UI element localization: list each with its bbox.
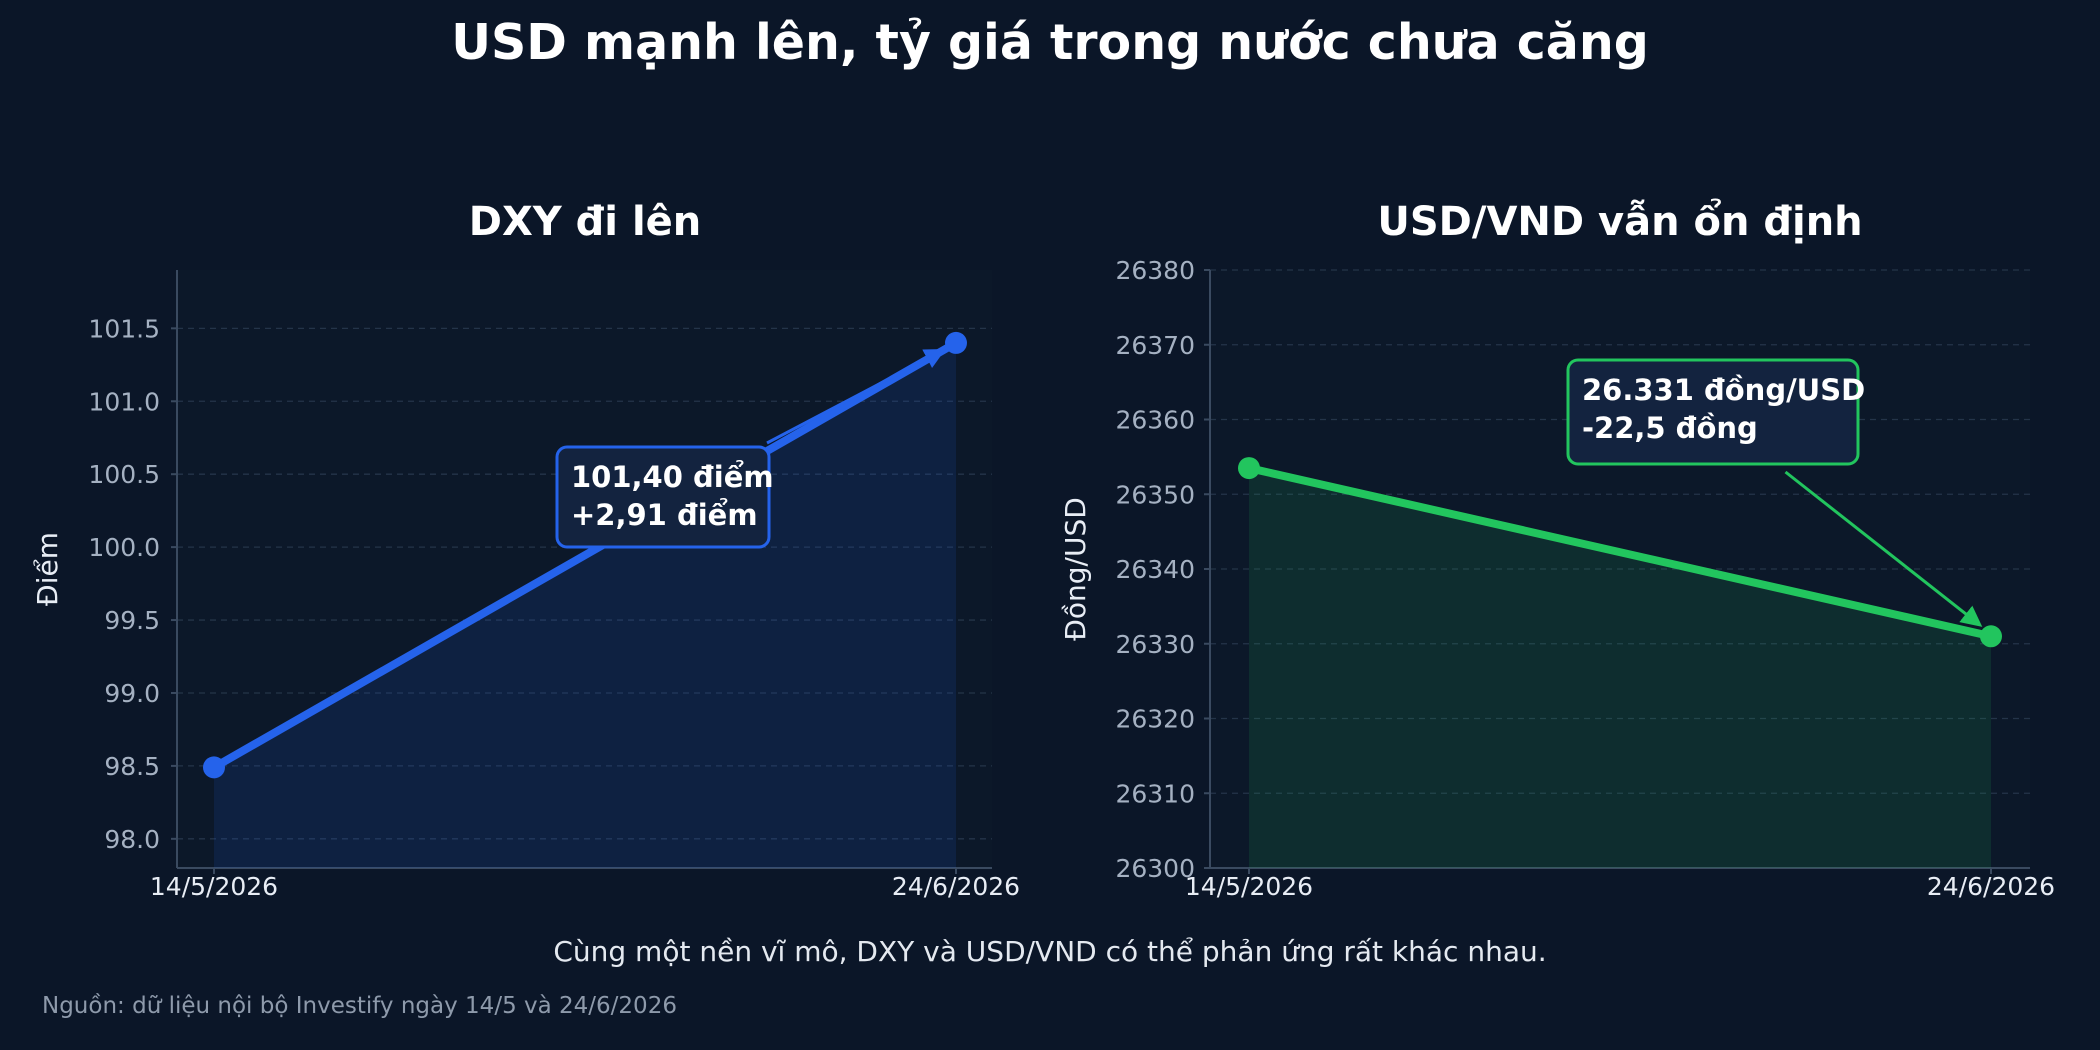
series-line [1245,464,1995,641]
series-area [1249,468,1991,868]
y-tick-label: 26320 [1115,705,1195,734]
y-tick-label: 26350 [1115,480,1195,509]
data-point [1238,457,1260,480]
y-tick-label: 26380 [1115,256,1195,285]
x-tick-label: 24/6/2026 [1927,872,2055,901]
data-point [203,756,225,779]
x-tick-label: 14/5/2026 [150,872,278,901]
chart-title: DXY đi lên [469,199,702,245]
plot-area [177,270,992,868]
y-tick-label: 26330 [1115,630,1195,659]
y-axis-label: Đồng/USD [1059,497,1092,641]
y-tick-label: 101.0 [88,387,160,416]
annotation-arrow [766,348,946,445]
caption: Cùng một nền vĩ mô, DXY và USD/VND có th… [553,935,1547,968]
y-tick-label: 26310 [1115,779,1195,808]
data-point [945,331,967,354]
series-line [210,338,960,772]
y-tick-label: 26360 [1115,406,1195,435]
y-tick-label: 26340 [1115,555,1195,584]
data-point [1980,625,2002,648]
source-note: Nguồn: dữ liệu nội bộ Investify ngày 14/… [42,993,677,1019]
annotation-arrow [1784,470,1983,627]
y-tick-label: 26300 [1115,854,1195,883]
x-tick-label: 14/5/2026 [1185,872,1313,901]
x-tick-label: 24/6/2026 [892,872,1020,901]
annotation-box [555,445,771,549]
y-axis-label: Điểm [31,532,64,606]
y-tick-label: 98.0 [104,825,160,854]
y-tick-label: 99.0 [104,679,160,708]
dxy-chart: DXY đi lên 98.0 98.5 99.0 99.5 100.0 100.5 101.… [31,199,1020,901]
annotation-text: 101,40 điểm [571,460,774,494]
annotation-box [1566,358,1860,466]
y-tick-label: 101.5 [88,314,160,343]
annotation-text: +2,91 điểm [571,498,758,532]
y-tick-label: 99.5 [104,606,160,635]
y-tick-label: 100.0 [88,533,160,562]
annotation-text: 26.331 đồng/USD [1582,373,1865,407]
y-tick-label: 98.5 [104,752,160,781]
y-tick-label: 100.5 [88,460,160,489]
y-tick-label: 26370 [1115,331,1195,360]
annotation-text: -22,5 đồng [1582,411,1758,445]
usdvnd-chart: USD/VND vẫn ổn định 26300 26310 26320 26330 2… [1059,197,2055,901]
page-title: USD mạnh lên, tỷ giá trong nước chưa căn… [451,14,1649,71]
chart-title: USD/VND vẫn ổn định [1377,197,1862,245]
